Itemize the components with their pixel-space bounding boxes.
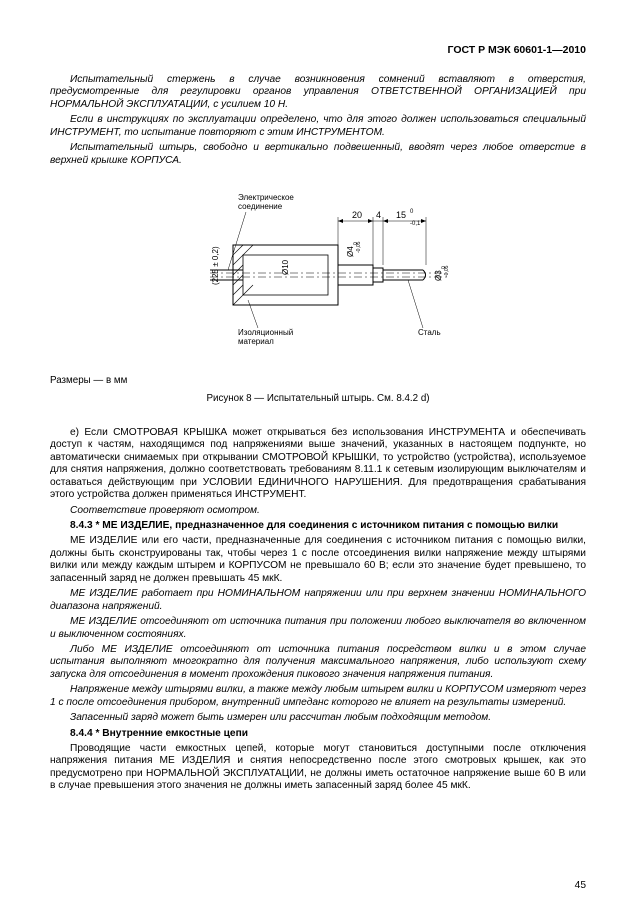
page-number: 45	[575, 880, 586, 891]
document-page: ГОСТ Р МЭК 60601-1—2010 Испытательный ст…	[0, 0, 630, 913]
tol-zero: 0	[410, 209, 414, 215]
elec-label: Электрическое	[238, 193, 294, 202]
p843c: МЕ ИЗДЕЛИЕ отсоединяют от источника пита…	[50, 616, 586, 641]
heading-844: 8.4.4 * Внутренние емкостные цепи	[50, 728, 586, 740]
dimensions-note: Размеры — в мм	[50, 375, 586, 387]
clause-e: е) Если СМОТРОВАЯ КРЫШКА может открывать…	[50, 427, 586, 502]
p843f: Запасенный заряд может быть измерен или …	[50, 712, 586, 724]
phi3: Ø3	[434, 270, 443, 281]
intro-p2: Если в инструкциях по эксплуатации опред…	[50, 114, 586, 139]
phi4: Ø4	[346, 246, 355, 257]
standard-header: ГОСТ Р МЭК 60601-1—2010	[50, 44, 586, 56]
p843e: Напряжение между штырями вилки, а также …	[50, 684, 586, 709]
heading-843: 8.4.3 * МЕ ИЗДЕЛИЕ, предназначенное для …	[50, 520, 586, 532]
figure-8: 20 4 15 0 -0,1 Электрическое соединение …	[50, 185, 586, 365]
figure-caption: Рисунок 8 — Испытательный штырь. См. 8.4…	[50, 393, 586, 405]
dim-4: 4	[376, 210, 381, 220]
tol-15: -0,1	[410, 221, 421, 227]
intro-p3: Испытательный штырь, свободно и вертикал…	[50, 142, 586, 167]
conn-label: соединение	[238, 202, 283, 211]
insul2: материал	[238, 337, 274, 346]
p843d: Либо МЕ ИЗДЕЛИЕ отсоединяют от источника…	[50, 644, 586, 681]
probe-diagram: 20 4 15 0 -0,1 Электрическое соединение …	[148, 185, 488, 360]
steel-label: Сталь	[418, 328, 441, 337]
tzero2: 0	[441, 266, 447, 269]
dim-20: 20	[352, 210, 362, 220]
p843b: МЕ ИЗДЕЛИЕ работает при НОМИНАЛЬНОМ напр…	[50, 588, 586, 613]
phi10: Ø10	[281, 259, 290, 275]
h225: (225 ± 0,2)	[211, 246, 220, 285]
clause-e-check: Соответствие проверяют осмотром.	[50, 505, 586, 517]
p844a: Проводящие части емкостных цепей, которы…	[50, 743, 586, 793]
insul1: Изоляционный	[238, 328, 293, 337]
p843a: МЕ ИЗДЕЛИЕ или его части, предназначенны…	[50, 535, 586, 585]
intro-p1: Испытательный стержень в случае возникно…	[50, 74, 586, 111]
dim-15: 15	[396, 210, 406, 220]
tzero1: 0	[353, 242, 359, 245]
